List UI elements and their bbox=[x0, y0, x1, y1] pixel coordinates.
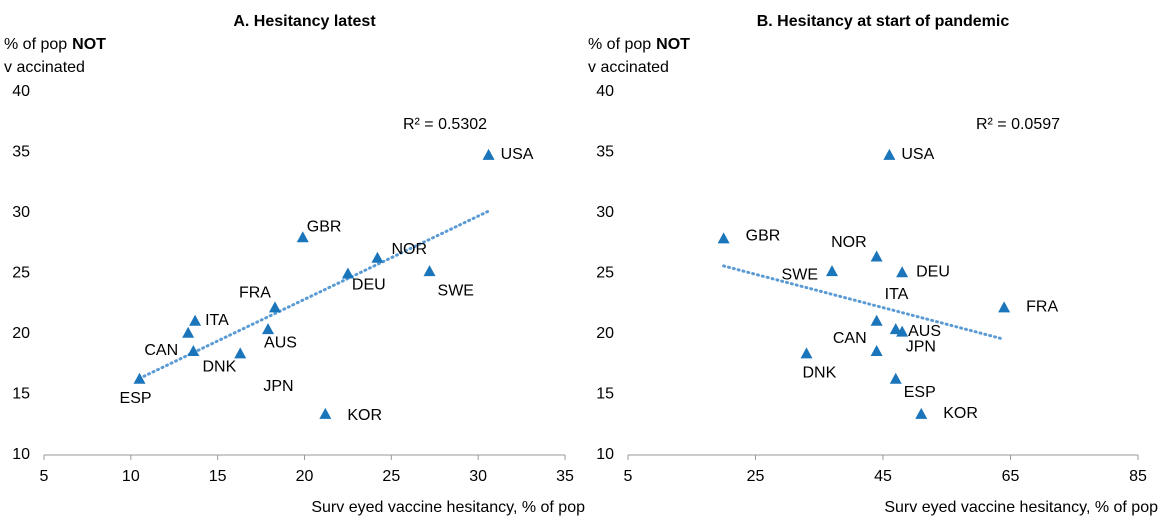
point-label: GBR bbox=[307, 218, 342, 235]
y-tick-label: 40 bbox=[12, 83, 30, 100]
point bbox=[371, 251, 384, 263]
point bbox=[423, 265, 436, 277]
point-label: DEU bbox=[352, 277, 386, 294]
point bbox=[998, 301, 1011, 313]
point-label: AUS bbox=[908, 323, 941, 340]
point-label: SWE bbox=[438, 282, 474, 299]
y-tick-label: 30 bbox=[596, 204, 614, 221]
point-label: CAN bbox=[144, 342, 178, 359]
y-axis-label: % of pop NOT bbox=[588, 36, 690, 53]
x-tick-label: 35 bbox=[556, 468, 574, 485]
r-squared: R² = 0.0597 bbox=[976, 116, 1060, 133]
chart-title: A. Hesitancy latest bbox=[233, 13, 376, 30]
x-tick-label: 45 bbox=[874, 468, 892, 485]
point bbox=[717, 232, 730, 244]
chart-title: B. Hesitancy at start of pandemic bbox=[757, 13, 1010, 30]
y-tick-label: 10 bbox=[12, 446, 30, 463]
y-axis-label: v accinated bbox=[588, 59, 669, 76]
y-tick-label: 25 bbox=[596, 265, 614, 282]
point-label: DNK bbox=[202, 359, 236, 376]
x-tick-label: 25 bbox=[747, 468, 765, 485]
y-tick-label: 20 bbox=[12, 325, 30, 342]
point bbox=[800, 347, 813, 359]
point-label: NOR bbox=[831, 234, 867, 251]
y-tick-label: 10 bbox=[596, 446, 614, 463]
y-axis-label-part: % of pop bbox=[588, 36, 651, 53]
point-label: DNK bbox=[803, 365, 837, 382]
y-tick-label: 40 bbox=[596, 83, 614, 100]
y-axis-label-part: % of pop bbox=[4, 36, 67, 53]
point-label: NOR bbox=[391, 241, 427, 258]
point bbox=[870, 250, 883, 262]
point-label: FRA bbox=[1026, 299, 1058, 316]
x-tick-label: 10 bbox=[122, 468, 140, 485]
y-axis-label: v accinated bbox=[4, 59, 85, 76]
r-squared: R² = 0.5302 bbox=[403, 116, 487, 133]
x-tick-label: 5 bbox=[40, 468, 49, 485]
point bbox=[187, 344, 200, 356]
point-label: DEU bbox=[916, 264, 950, 281]
point-label: USA bbox=[901, 146, 934, 163]
point bbox=[883, 148, 896, 160]
point bbox=[133, 372, 146, 384]
point bbox=[826, 265, 838, 277]
y-tick-label: 25 bbox=[12, 265, 30, 282]
point bbox=[896, 266, 909, 278]
point-label: FRA bbox=[239, 285, 271, 302]
y-axis-label-emphasis: NOT bbox=[72, 36, 106, 53]
point bbox=[915, 407, 928, 419]
x-tick-label: 15 bbox=[209, 468, 227, 485]
point bbox=[262, 323, 275, 335]
point-label: SWE bbox=[782, 266, 818, 283]
point bbox=[889, 372, 902, 384]
x-tick-label: 85 bbox=[1129, 468, 1147, 485]
point bbox=[268, 301, 281, 313]
trendline bbox=[138, 209, 491, 380]
point-label: KOR bbox=[943, 405, 978, 422]
point bbox=[341, 267, 354, 279]
point bbox=[870, 344, 883, 356]
x-tick-label: 20 bbox=[296, 468, 314, 485]
point-label: JPN bbox=[906, 338, 936, 355]
y-tick-label: 35 bbox=[12, 144, 30, 161]
y-tick-label: 15 bbox=[596, 386, 614, 403]
point-label: KOR bbox=[347, 407, 382, 424]
x-tick-label: 5 bbox=[624, 468, 633, 485]
point bbox=[296, 231, 309, 243]
y-tick-label: 20 bbox=[596, 325, 614, 342]
point-label: ESP bbox=[120, 390, 152, 407]
x-axis-label: Surv eyed vaccine hesitancy, % of pop bbox=[884, 499, 1158, 516]
point-label: JPN bbox=[263, 378, 293, 395]
y-tick-label: 35 bbox=[596, 144, 614, 161]
x-tick-label: 65 bbox=[1002, 468, 1020, 485]
point bbox=[870, 314, 883, 326]
point-label: USA bbox=[501, 146, 534, 163]
point bbox=[182, 326, 195, 338]
point bbox=[482, 148, 495, 160]
point bbox=[234, 347, 247, 359]
trendline bbox=[722, 264, 1006, 341]
point bbox=[189, 314, 202, 326]
y-tick-label: 30 bbox=[12, 204, 30, 221]
point-label: AUS bbox=[264, 334, 297, 351]
y-axis-label: % of pop NOT bbox=[4, 36, 106, 53]
x-tick-label: 30 bbox=[469, 468, 487, 485]
point-label: ITA bbox=[205, 312, 229, 329]
point-label: ESP bbox=[904, 384, 936, 401]
x-axis-label: Surv eyed vaccine hesitancy, % of pop bbox=[311, 499, 585, 516]
point-label: CAN bbox=[833, 330, 867, 347]
point-label: GBR bbox=[746, 228, 781, 245]
x-tick-label: 25 bbox=[382, 468, 400, 485]
y-tick-label: 15 bbox=[12, 386, 30, 403]
point-label: ITA bbox=[885, 286, 909, 303]
y-axis-label-emphasis: NOT bbox=[656, 36, 690, 53]
point bbox=[889, 323, 902, 335]
point bbox=[319, 407, 332, 419]
